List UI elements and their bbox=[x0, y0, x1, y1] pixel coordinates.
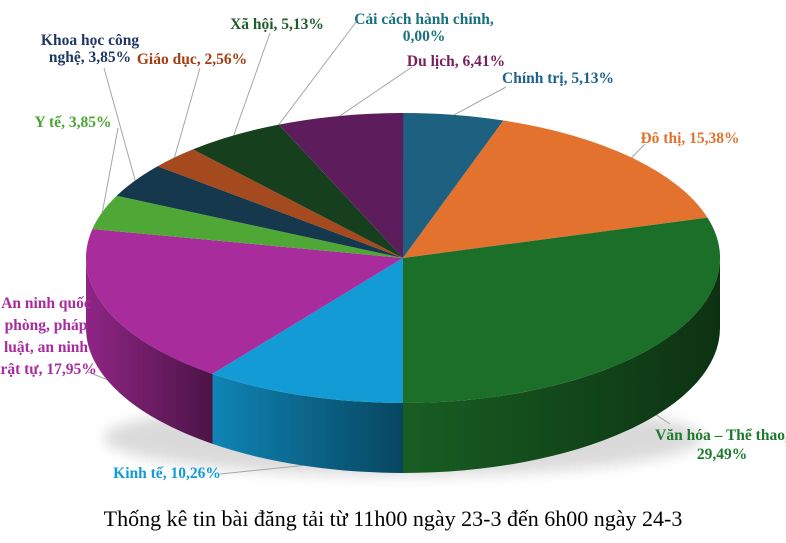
slice-label: Du lịch, 6,41% bbox=[407, 53, 505, 70]
pie-slice-side bbox=[212, 373, 403, 473]
slice-label: Đô thị, 15,38% bbox=[640, 130, 739, 147]
chart-title: Thống kê tin bài đăng tải từ 11h00 ngày … bbox=[103, 506, 683, 531]
slice-label: Cải cách hành chính, 0,00% bbox=[354, 11, 494, 45]
pie-slice-side bbox=[403, 258, 720, 473]
pie-slice bbox=[403, 217, 721, 403]
pie-slice bbox=[212, 258, 403, 403]
label-leader-line bbox=[631, 143, 646, 158]
label-leader-line bbox=[339, 66, 413, 117]
label-leader-line bbox=[453, 86, 507, 116]
label-leader-line bbox=[103, 67, 136, 181]
label-leader-line bbox=[219, 465, 303, 475]
slice-label: Giáo dục, 2,56% bbox=[137, 51, 247, 68]
slice-label: Văn hóa – Thể thao, 29,49% bbox=[655, 427, 786, 463]
pie-slice-side bbox=[85, 258, 213, 444]
pie-slice bbox=[157, 149, 403, 258]
label-leader-line bbox=[87, 371, 107, 380]
slice-label: An ninh quốc phòng, pháp luật, an ninh trật… bbox=[0, 295, 97, 378]
pie-slice bbox=[403, 113, 504, 258]
pie-slice bbox=[92, 195, 404, 258]
pie-slice bbox=[403, 120, 708, 258]
slice-label: Xã hội, 5,13% bbox=[230, 16, 324, 33]
slice-label: Kinh tế, 10,26% bbox=[113, 465, 221, 482]
pie-slice bbox=[278, 113, 404, 258]
slice-label: Chính trị, 5,13% bbox=[502, 70, 614, 87]
pie-slice bbox=[192, 124, 403, 258]
label-leader-line bbox=[174, 67, 201, 158]
label-leader-line bbox=[656, 414, 671, 425]
label-leader-line bbox=[278, 21, 357, 125]
pie-slice bbox=[85, 229, 403, 374]
slice-label: Khoa học công nghệ, 3,85% bbox=[41, 32, 139, 66]
label-leader-line bbox=[233, 32, 271, 136]
label-leader-line bbox=[101, 127, 119, 213]
pie-slice bbox=[116, 166, 403, 258]
slice-label: Y tế, 3,85% bbox=[35, 114, 112, 131]
